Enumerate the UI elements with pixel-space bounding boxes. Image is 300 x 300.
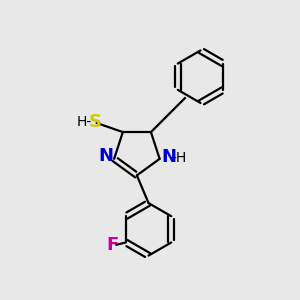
Text: N: N bbox=[161, 148, 176, 166]
Text: F: F bbox=[106, 236, 118, 254]
Text: H-: H- bbox=[77, 116, 92, 129]
Text: S: S bbox=[89, 113, 102, 131]
Text: N: N bbox=[98, 147, 113, 165]
Text: -H: -H bbox=[171, 151, 186, 165]
